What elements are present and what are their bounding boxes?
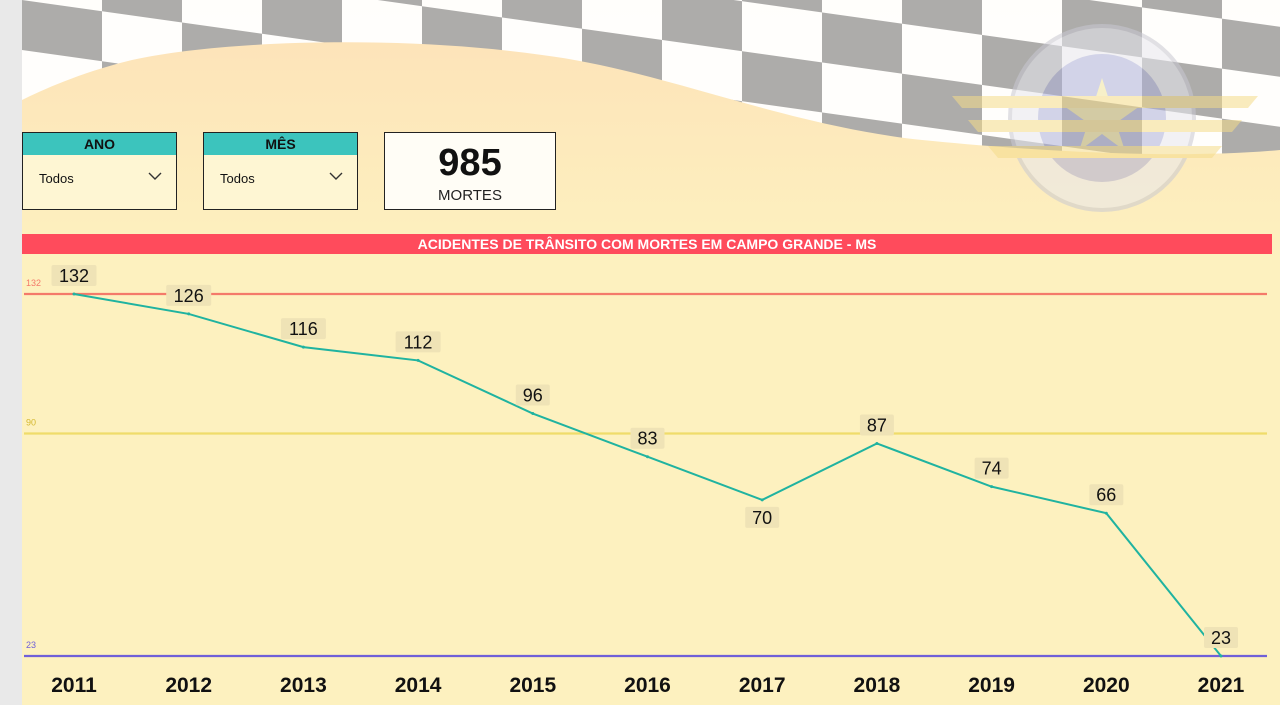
data-label-box — [166, 284, 212, 306]
checkered-flag-background — [22, 0, 1280, 260]
deaths-series-line — [73, 293, 1222, 657]
x-tick-label: 2015 — [509, 674, 556, 697]
x-tick-label: 2021 — [1198, 674, 1245, 697]
data-point — [301, 345, 305, 349]
data-point — [990, 485, 994, 489]
reference-line-label: 23 — [26, 640, 36, 650]
data-point — [531, 412, 535, 416]
chevron-down-icon[interactable] — [148, 171, 162, 181]
data-point — [875, 441, 879, 445]
data-label: 96 — [523, 386, 543, 406]
data-label-box — [630, 427, 665, 449]
data-label-box — [859, 414, 894, 436]
data-label: 83 — [637, 429, 657, 449]
data-label: 74 — [982, 459, 1002, 479]
data-label-box — [1089, 484, 1124, 506]
deaths-kpi-card: 985 MORTES — [384, 132, 556, 210]
month-filter-value[interactable]: Todos — [220, 171, 255, 186]
x-tick-label: 2020 — [1083, 674, 1130, 697]
police-logo-icon — [952, 24, 1258, 212]
data-label-box — [395, 331, 441, 353]
kpi-value: 985 — [438, 142, 502, 184]
data-label: 23 — [1211, 628, 1231, 648]
x-tick-label: 2012 — [165, 674, 212, 697]
data-label-box — [974, 457, 1009, 479]
data-label: 132 — [59, 266, 89, 286]
kpi-label: MORTES — [438, 187, 502, 204]
x-tick-label: 2017 — [739, 674, 786, 697]
x-tick-label: 2019 — [968, 674, 1015, 697]
dashboard-canvas: ANO Todos MÊS Todos 985 MORTES ACIDENTES… — [22, 0, 1280, 705]
year-filter[interactable]: ANO Todos — [22, 132, 177, 210]
x-tick-label: 2013 — [280, 674, 327, 697]
x-tick-label: 2011 — [51, 674, 97, 697]
data-point — [1104, 511, 1108, 515]
x-tick-label: 2018 — [854, 674, 901, 697]
data-label-box — [1204, 627, 1238, 648]
data-point — [760, 498, 764, 502]
data-point — [416, 358, 420, 362]
data-point — [72, 292, 76, 296]
year-filter-header: ANO — [23, 133, 176, 155]
data-point — [187, 312, 191, 316]
data-label-box — [745, 506, 780, 528]
x-tick-label: 2014 — [395, 674, 442, 697]
data-label: 112 — [404, 332, 433, 352]
reference-line-label: 132 — [26, 278, 41, 288]
chart-title: ACIDENTES DE TRÂNSITO COM MORTES EM CAMP… — [22, 234, 1272, 254]
data-label: 126 — [174, 286, 204, 306]
year-filter-value[interactable]: Todos — [39, 171, 74, 186]
data-label: 87 — [867, 415, 887, 435]
data-label-box — [51, 265, 97, 286]
x-tick-label: 2016 — [624, 674, 671, 697]
month-filter-header: MÊS — [204, 133, 357, 155]
data-label: 116 — [289, 319, 318, 339]
line-chart: 132 90 23 132 126 116 112 96 83 70 87 74 66 23 2011 201… — [24, 265, 1267, 697]
data-point — [1219, 654, 1223, 658]
data-label-box — [515, 384, 550, 406]
chevron-down-icon[interactable] — [329, 171, 343, 181]
data-label: 66 — [1096, 485, 1116, 505]
data-label-box — [280, 318, 326, 340]
data-point — [646, 455, 649, 459]
reference-line-label: 90 — [26, 417, 36, 427]
data-label: 70 — [752, 508, 772, 528]
month-filter[interactable]: MÊS Todos — [203, 132, 358, 210]
